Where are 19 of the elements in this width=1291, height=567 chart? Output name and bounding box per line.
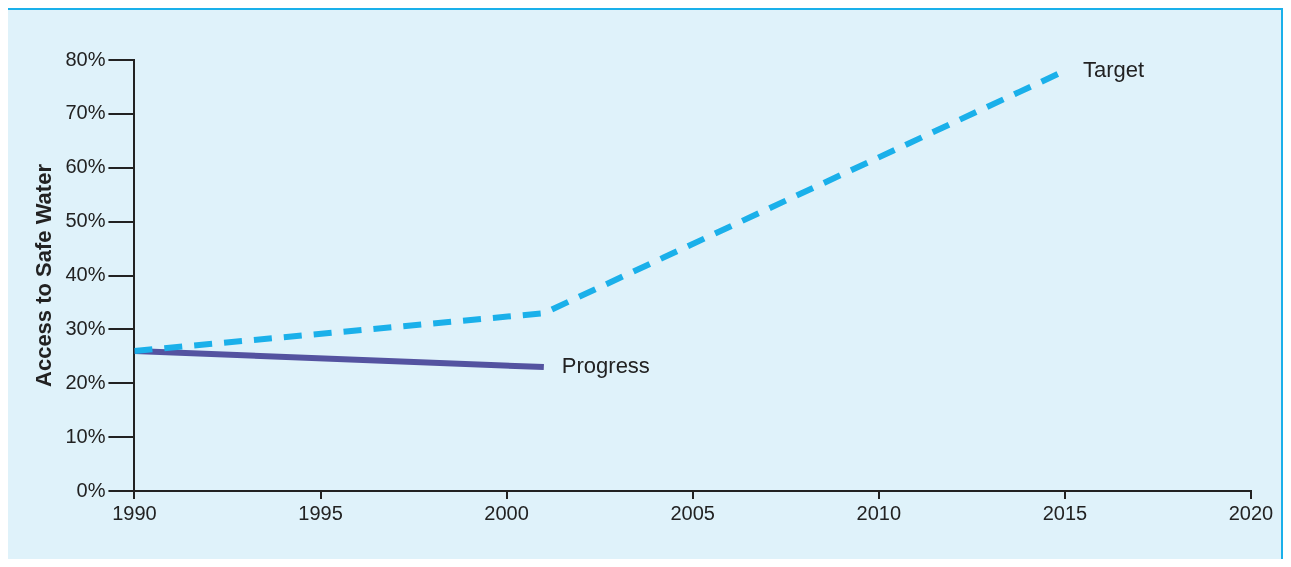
y-tick-label: 30%: [65, 316, 106, 339]
y-tick-label: 60%: [65, 155, 106, 178]
x-tick-label: 2010: [856, 501, 902, 524]
y-tick-label: 10%: [65, 424, 106, 447]
y-tick-label: 70%: [65, 101, 106, 124]
series-label: Target: [1082, 56, 1145, 82]
y-tick-label: 40%: [65, 263, 106, 286]
x-tick-label: 1990: [112, 501, 157, 524]
y-tick-label: 50%: [65, 209, 106, 232]
x-tick-label: 1995: [298, 501, 343, 524]
y-tick-label: 0%: [76, 478, 106, 501]
y-tick-label: 20%: [65, 370, 106, 393]
y-axis-title: Access to Safe Water: [31, 163, 57, 387]
x-tick-label: 2020: [1228, 501, 1274, 524]
x-tick-label: 2005: [670, 501, 715, 524]
x-tick-label: 2015: [1042, 501, 1088, 524]
series-label: Progress: [561, 353, 650, 379]
x-tick-label: 2000: [484, 501, 529, 524]
y-tick-label: 80%: [65, 47, 106, 70]
